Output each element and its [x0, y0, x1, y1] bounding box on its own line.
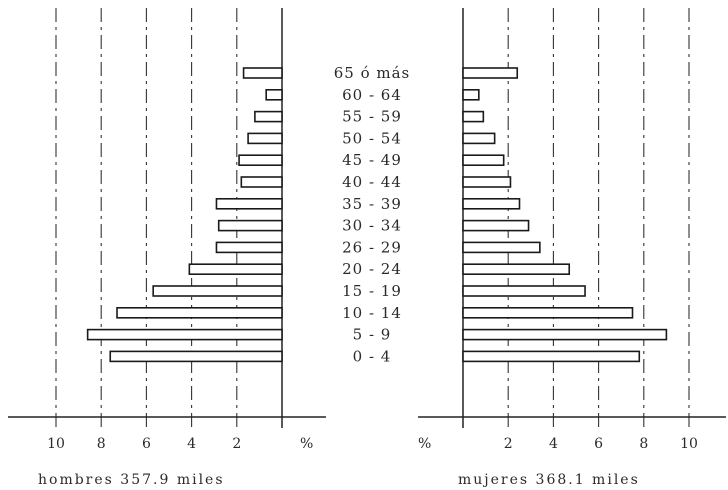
- right-tick-3: 8: [639, 436, 648, 452]
- mujeres-caption: mujeres 368.1 miles: [458, 472, 640, 488]
- left-unit-label: %: [300, 436, 313, 452]
- age-label-3: 50 - 54: [342, 129, 402, 147]
- bar-mujeres-6: [462, 198, 521, 210]
- age-label-6: 35 - 39: [342, 195, 402, 213]
- bar-mujeres-2: [462, 110, 485, 123]
- bar-mujeres-4: [462, 154, 505, 166]
- right-unit-label: %: [418, 436, 431, 452]
- bar-mujeres-11: [462, 306, 634, 319]
- age-label-10: 15 - 19: [342, 282, 402, 300]
- age-group-labels: 65 ó más 60 - 64 55 - 59 50 - 54 45 - 49 40 -…: [334, 64, 411, 365]
- bar-hombres-0: [242, 67, 283, 79]
- bar-hombres-3: [247, 132, 283, 145]
- bar-mujeres-7: [462, 219, 530, 232]
- age-label-7: 30 - 34: [342, 217, 402, 235]
- bar-hombres-12: [86, 328, 283, 341]
- left-tick-1: 8: [97, 436, 106, 452]
- left-tick-labels: 10 8 6 4 2: [47, 436, 241, 452]
- age-label-13: 0 - 4: [353, 347, 392, 365]
- bar-hombres-7: [217, 219, 283, 232]
- right-tick-labels: 2 4 6 8 10: [504, 436, 698, 452]
- bar-mujeres-5: [462, 176, 512, 188]
- left-tick-3: 4: [187, 436, 196, 452]
- bar-mujeres-9: [462, 263, 571, 276]
- bar-hombres-13: [109, 350, 283, 363]
- age-label-0: 65 ó más: [334, 64, 411, 82]
- bar-hombres-4: [238, 154, 283, 166]
- right-tick-1: 4: [549, 436, 558, 452]
- age-label-5: 40 - 44: [342, 173, 402, 191]
- right-tick-0: 2: [504, 436, 513, 452]
- age-label-2: 55 - 59: [342, 108, 402, 126]
- age-label-12: 5 - 9: [353, 326, 392, 344]
- bar-mujeres-3: [462, 132, 496, 145]
- bar-hombres-6: [215, 198, 283, 210]
- bar-mujeres-1: [462, 89, 480, 101]
- bar-mujeres-8: [462, 241, 541, 254]
- age-label-11: 10 - 14: [342, 304, 402, 322]
- bar-mujeres-0: [462, 67, 519, 79]
- bar-hombres-9: [188, 263, 283, 276]
- bar-hombres-5: [240, 176, 283, 188]
- bar-hombres-2: [254, 110, 283, 123]
- right-tick-2: 6: [594, 436, 603, 452]
- bar-hombres-1: [265, 89, 283, 101]
- right-tick-4: 10: [680, 436, 698, 452]
- bar-mujeres-12: [462, 328, 668, 341]
- hombres-bars: [86, 67, 283, 363]
- age-label-1: 60 - 64: [342, 86, 402, 104]
- age-label-4: 45 - 49: [342, 151, 402, 169]
- age-label-9: 20 - 24: [342, 260, 402, 278]
- age-label-8: 26 - 29: [342, 238, 402, 256]
- left-tick-4: 2: [232, 436, 241, 452]
- mujeres-bars: [462, 67, 668, 363]
- bar-hombres-11: [116, 306, 283, 319]
- bar-mujeres-13: [462, 350, 641, 363]
- bar-hombres-10: [152, 285, 283, 297]
- left-tick-2: 6: [142, 436, 151, 452]
- bar-hombres-8: [215, 241, 283, 254]
- left-tick-0: 10: [47, 436, 65, 452]
- bar-mujeres-10: [462, 285, 586, 297]
- hombres-caption: hombres 357.9 miles: [38, 472, 225, 488]
